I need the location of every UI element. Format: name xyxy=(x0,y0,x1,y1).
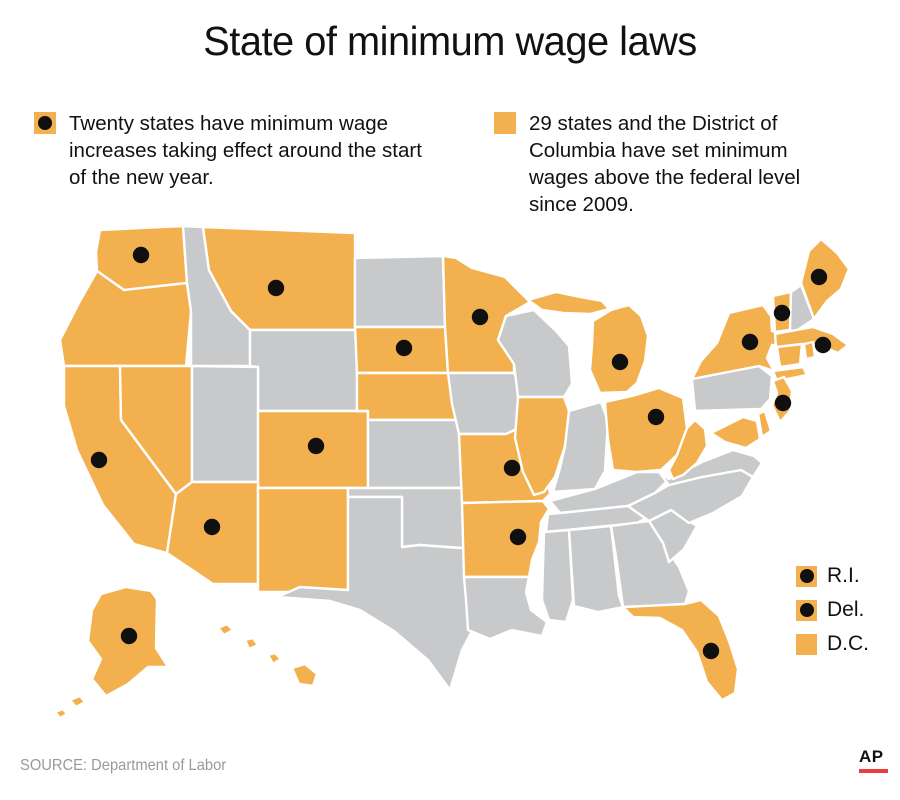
increase-dot-wa xyxy=(132,246,150,264)
increase-dot-mt xyxy=(267,279,285,297)
increase-dot-ma xyxy=(814,336,832,354)
black-dot-icon xyxy=(38,116,52,130)
ap-logo-underline xyxy=(859,769,888,774)
increase-dot-me xyxy=(810,268,828,286)
legend-increase-text: Twenty states have minimum wage increase… xyxy=(69,112,422,190)
mini-label-ri: R.I. xyxy=(827,564,860,587)
state-ri xyxy=(802,340,817,361)
state-wi xyxy=(496,308,574,399)
state-wy xyxy=(248,328,359,413)
mini-label-del: Del. xyxy=(827,598,865,621)
state-ct xyxy=(775,342,804,369)
state-de xyxy=(756,409,773,439)
mini-legend-row-dc: D.C. xyxy=(796,632,869,656)
state-la xyxy=(462,575,549,641)
state-tx xyxy=(275,495,484,692)
state-nd xyxy=(353,254,447,329)
state-hi xyxy=(216,622,319,688)
increase-dot-sd xyxy=(395,339,413,357)
page-title: State of minimum wage laws xyxy=(203,18,697,64)
state-nc xyxy=(626,468,755,525)
legend-above-federal-text: 29 states and the District of Columbia h… xyxy=(529,112,801,217)
mini-legend-row-del: Del. xyxy=(796,598,869,622)
state-fl xyxy=(621,598,740,702)
state-il xyxy=(513,395,571,497)
mini-legend: R.I. Del. D.C. xyxy=(796,564,869,666)
increase-dot-ny xyxy=(741,333,759,351)
state-ms xyxy=(540,528,575,624)
ap-logo: AP xyxy=(859,747,888,774)
increase-dot-mn xyxy=(471,308,489,326)
mini-label-dc: D.C. xyxy=(827,632,869,655)
state-md xyxy=(709,415,762,450)
state-ut xyxy=(190,364,260,484)
black-dot-icon xyxy=(799,569,814,583)
black-dot-icon xyxy=(799,603,814,617)
increase-dot-fl xyxy=(702,642,720,660)
ap-logo-text: AP xyxy=(859,747,884,766)
increase-dot-ar xyxy=(509,528,527,546)
legend-increase: Twenty states have minimum wage increase… xyxy=(34,110,434,191)
mini-swatch-ri xyxy=(796,565,817,587)
increase-dot-az xyxy=(203,518,221,536)
state-nh xyxy=(788,283,816,335)
mini-legend-row-ri: R.I. xyxy=(796,564,869,588)
state-ar xyxy=(460,499,551,579)
increase-dot-mo xyxy=(503,459,521,477)
increase-dot-oh xyxy=(647,408,665,426)
increase-dot-ca xyxy=(90,451,108,469)
increase-dot-vt xyxy=(773,304,791,322)
state-nm xyxy=(256,486,350,594)
mini-swatch-dc xyxy=(796,633,817,655)
increase-dot-nj xyxy=(774,394,792,412)
increase-dot-co xyxy=(307,437,325,455)
legend-swatch-orange-dot xyxy=(34,112,56,134)
state-wv xyxy=(667,418,709,481)
mini-swatch-del xyxy=(796,599,817,621)
state-ak xyxy=(53,585,170,720)
increase-dot-ak xyxy=(120,627,138,645)
increase-dot-mi xyxy=(611,353,629,371)
source-text: SOURCE: Department of Labor xyxy=(20,757,227,774)
legend-swatch-orange xyxy=(494,112,516,134)
legend-above-federal: 29 states and the District of Columbia h… xyxy=(494,110,854,218)
